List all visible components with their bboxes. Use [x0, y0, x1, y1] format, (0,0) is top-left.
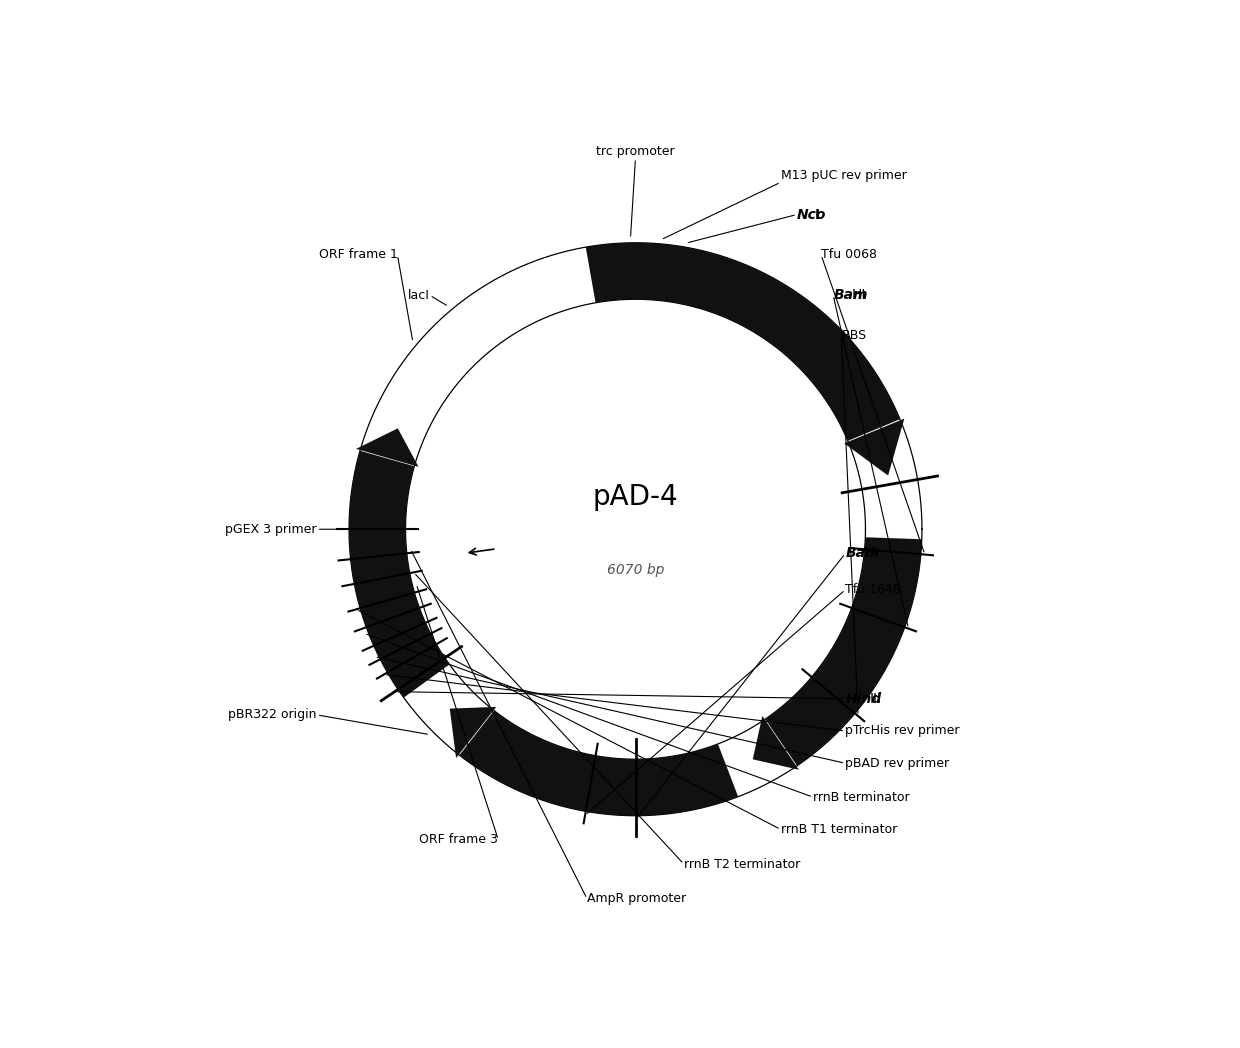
Text: ORF frame 3: ORF frame 3 — [419, 833, 498, 847]
Text: Nco: Nco — [797, 208, 826, 221]
Text: rrnB T1 terminator: rrnB T1 terminator — [781, 823, 897, 836]
Text: Tfu 0068: Tfu 0068 — [821, 248, 877, 261]
Text: 6070 bp: 6070 bp — [606, 563, 665, 576]
Text: III: III — [869, 692, 882, 705]
Text: ORF frame 1: ORF frame 1 — [319, 248, 398, 261]
Text: pGEX 3 primer: pGEX 3 primer — [226, 523, 316, 536]
Polygon shape — [765, 538, 921, 766]
Polygon shape — [348, 451, 449, 698]
Text: lacI: lacI — [408, 288, 430, 302]
Text: Hind: Hind — [846, 692, 882, 705]
Polygon shape — [753, 716, 799, 769]
Polygon shape — [450, 706, 496, 758]
Text: Tfu 1648: Tfu 1648 — [846, 584, 901, 596]
Polygon shape — [585, 243, 900, 441]
Text: AmpR promoter: AmpR promoter — [587, 892, 686, 905]
Text: RBS: RBS — [841, 329, 867, 342]
Text: pTrcHis rev primer: pTrcHis rev primer — [846, 724, 960, 738]
Text: pAD-4: pAD-4 — [593, 483, 678, 511]
Polygon shape — [844, 418, 904, 476]
Polygon shape — [459, 711, 738, 815]
Text: trc promoter: trc promoter — [596, 145, 675, 158]
Text: HI: HI — [863, 546, 878, 561]
Text: I: I — [815, 208, 820, 221]
Text: Bam: Bam — [833, 288, 868, 302]
Text: Bam: Bam — [846, 546, 880, 561]
Text: rrnB terminator: rrnB terminator — [813, 790, 910, 804]
Text: M13 pUC rev primer: M13 pUC rev primer — [781, 169, 906, 182]
Text: rrnB T2 terminator: rrnB T2 terminator — [684, 857, 800, 871]
Text: HI: HI — [852, 288, 866, 302]
Text: pBR322 origin: pBR322 origin — [228, 708, 316, 721]
Text: pBAD rev primer: pBAD rev primer — [846, 757, 950, 770]
Polygon shape — [356, 429, 419, 466]
